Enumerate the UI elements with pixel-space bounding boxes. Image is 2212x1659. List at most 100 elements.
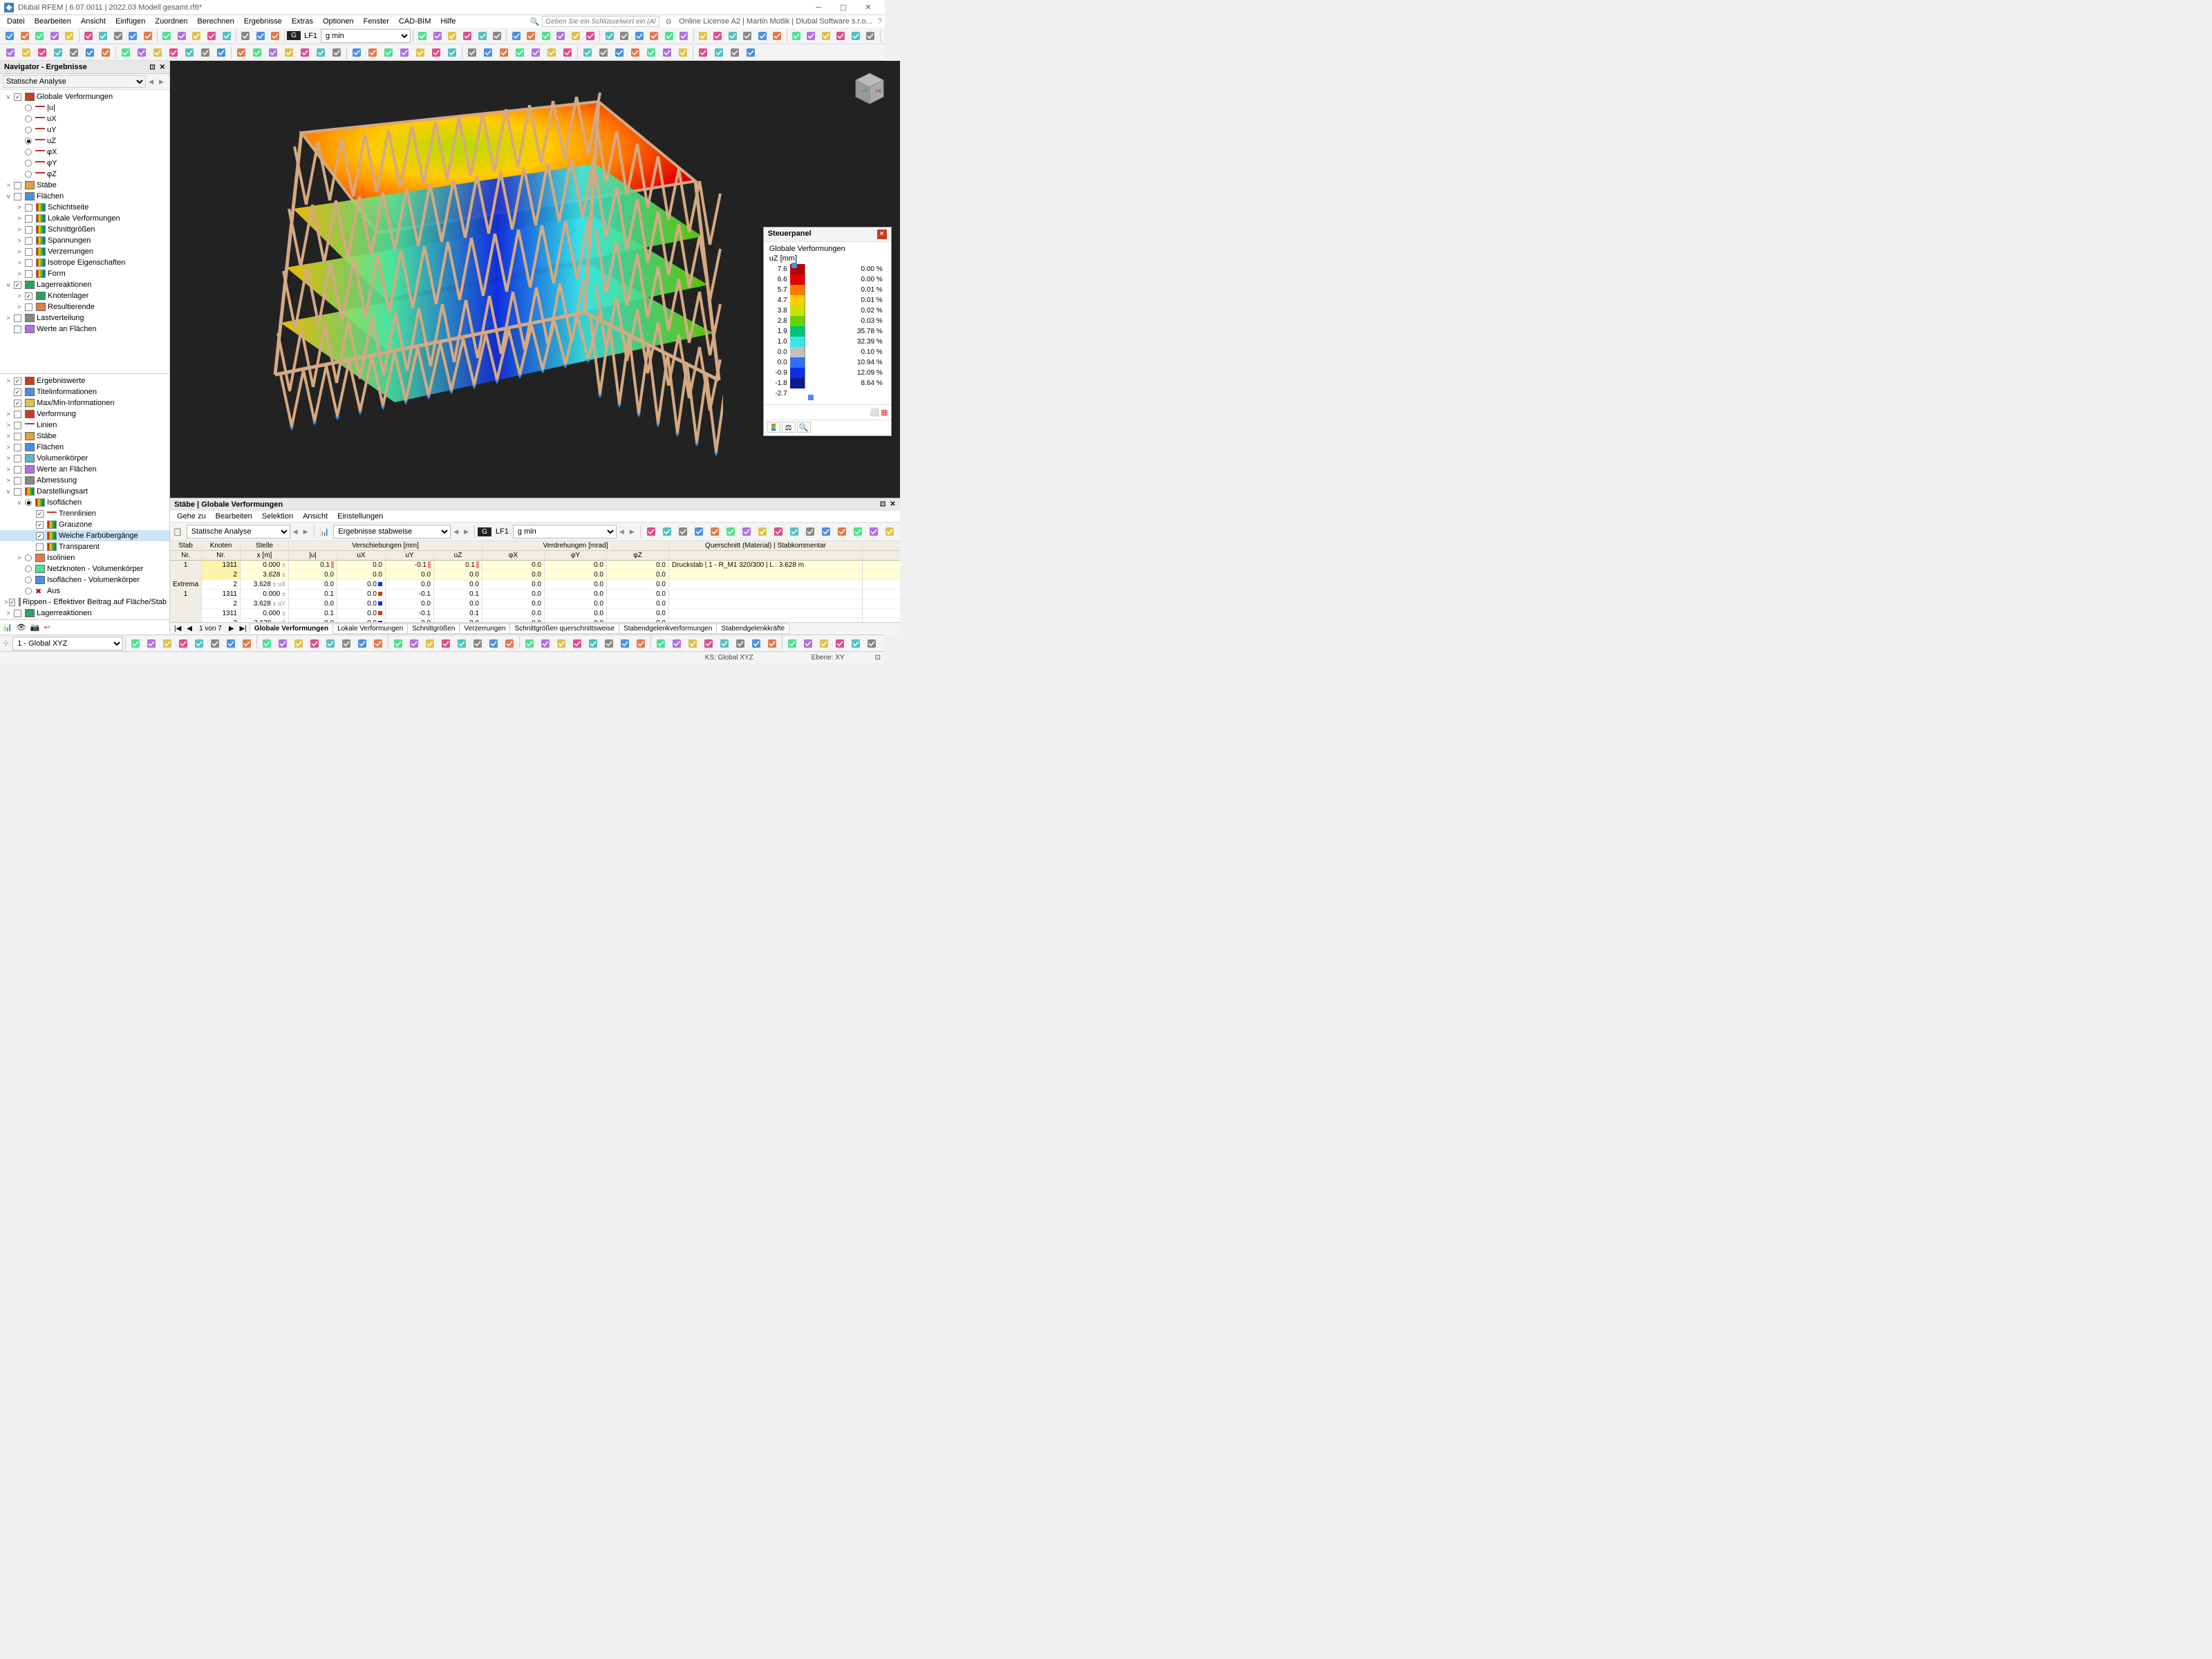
tree-item[interactable]: >Isotrope Eigenschaften [0,257,169,268]
tree-item[interactable]: >Lokale Verformungen [0,213,169,224]
table-next3[interactable]: ▶ [627,528,637,536]
tree-radio[interactable] [25,149,32,156]
panel-close-icon[interactable]: ✕ [160,64,165,71]
tb1-btn-45[interactable] [834,28,848,44]
tree-item[interactable]: >Ergebniswerte [0,375,169,386]
tree-checkbox[interactable] [14,182,21,189]
tb1-btn-18[interactable] [415,28,430,44]
tb2-btn-16[interactable] [265,45,281,60]
tb1-btn-6[interactable] [96,28,111,44]
tb1-btn-25[interactable] [524,28,538,44]
tb1-btn-41[interactable] [770,28,785,44]
tb2-btn-6[interactable] [98,45,113,60]
menu-bearbeiten[interactable]: Bearbeiten [30,17,75,26]
table-menu-view[interactable]: Ansicht [299,512,332,521]
tb3-btn-21[interactable] [470,636,485,651]
table-results-select[interactable]: Ergebnisse stabweise [333,525,451,538]
tb2-btn-21[interactable] [349,45,364,60]
tb1-btn-33[interactable] [647,28,662,44]
tb3-btn-4[interactable] [191,636,207,651]
tb3-btn-2[interactable] [160,636,175,651]
tab-prev[interactable]: ◀ [184,625,195,632]
col-header[interactable]: uZ [434,551,482,560]
settings-icon[interactable]: ⚙ [665,17,672,26]
table-tool-10[interactable] [803,524,818,539]
tree-checkbox[interactable] [14,326,21,333]
table-tool-14[interactable] [866,524,881,539]
tb2-btn-34[interactable] [560,45,575,60]
table-tool-12[interactable] [834,524,850,539]
tree-checkbox[interactable] [14,433,21,440]
legend-slider-bottom[interactable] [808,395,814,400]
tb1-btn-32[interactable] [632,28,646,44]
menu-einfuegen[interactable]: Einfügen [111,17,149,26]
tb2-btn-8[interactable] [134,45,149,60]
tree-item[interactable]: Titelinformationen [0,386,169,397]
tb3-btn-33[interactable] [669,636,684,651]
tree-item[interactable]: >Volumenkörper [0,453,169,464]
tb3-btn-8[interactable] [259,636,274,651]
tree-item[interactable]: uZ [0,135,169,147]
tb2-btn-12[interactable] [198,45,213,60]
tb3-btn-15[interactable] [371,636,386,651]
tb2-btn-13[interactable] [214,45,229,60]
tb1-btn-34[interactable] [662,28,676,44]
tree-item[interactable]: Grauzone [0,519,169,530]
tb3-btn-31[interactable] [633,636,648,651]
tree-item[interactable]: φZ [0,169,169,180]
table-prev1[interactable]: ◀ [292,528,299,536]
tree-item[interactable]: Transparent [0,541,169,552]
nav-tab-view-icon[interactable]: 👁 [17,623,26,632]
tb2-btn-1[interactable] [19,45,34,60]
tree-item[interactable]: >Verformung [0,409,169,420]
tb2-btn-36[interactable] [596,45,611,60]
tb1-btn-7[interactable] [111,28,126,44]
tree-item[interactable]: >Stäbe [0,180,169,191]
tree-checkbox[interactable] [14,610,21,617]
tb3-btn-32[interactable] [653,636,668,651]
tb1-btn-16[interactable] [253,28,268,44]
tree-radio[interactable] [25,171,32,178]
nav-tab-data-icon[interactable]: 📊 [3,623,12,632]
table-tool-6[interactable] [739,524,754,539]
tree-item[interactable]: >Rippen - Effektiver Beitrag auf Fläche/… [0,597,169,608]
tab-next[interactable]: ▶ [226,625,237,632]
table-tool-2[interactable] [675,524,691,539]
tb3-btn-14[interactable] [355,636,370,651]
tb1-btn-47[interactable] [863,28,878,44]
table-tool-8[interactable] [771,524,786,539]
tb1-btn-44[interactable] [819,28,834,44]
tb3-btn-9[interactable] [275,636,290,651]
tree-item[interactable]: Isoflächen - Volumenkörper [0,574,169,585]
tb2-btn-2[interactable] [35,45,50,60]
tb1-btn-40[interactable] [756,28,770,44]
tb2-btn-20[interactable] [329,45,344,60]
tb2-btn-28[interactable] [465,45,480,60]
tb2-btn-42[interactable] [695,45,711,60]
table-tool-9[interactable] [787,524,802,539]
tree-checkbox[interactable] [25,303,32,311]
panel-tab-filter[interactable]: 🔍 [797,422,811,433]
tb2-btn-32[interactable] [528,45,543,60]
tb2-btn-39[interactable] [644,45,659,60]
tb2-btn-15[interactable] [250,45,265,60]
col-header[interactable]: Nr. [170,551,202,560]
tb3-btn-16[interactable] [391,636,406,651]
panel-pin-icon[interactable]: ⊡ [149,64,155,71]
tree-item[interactable]: >Schichtseite [0,202,169,213]
tree-radio[interactable] [25,126,32,133]
table-tool-5[interactable] [723,524,738,539]
tree-item[interactable]: >Isolinien [0,552,169,563]
tree-checkbox[interactable] [14,477,21,485]
tree-checkbox[interactable] [14,315,21,322]
tb1-btn-21[interactable] [460,28,475,44]
tb3-btn-6[interactable] [223,636,238,651]
table-analysis-select[interactable]: Statische Analyse [187,525,290,538]
result-tab[interactable]: Schnittgrößen [407,624,460,634]
tree-radio[interactable] [25,554,32,561]
view-cube[interactable]: +Y +X [849,71,890,106]
tb2-btn-14[interactable] [234,45,249,60]
tb1-btn-22[interactable] [475,28,489,44]
tree-checkbox[interactable] [36,543,44,551]
col-header[interactable]: φY [545,551,607,560]
